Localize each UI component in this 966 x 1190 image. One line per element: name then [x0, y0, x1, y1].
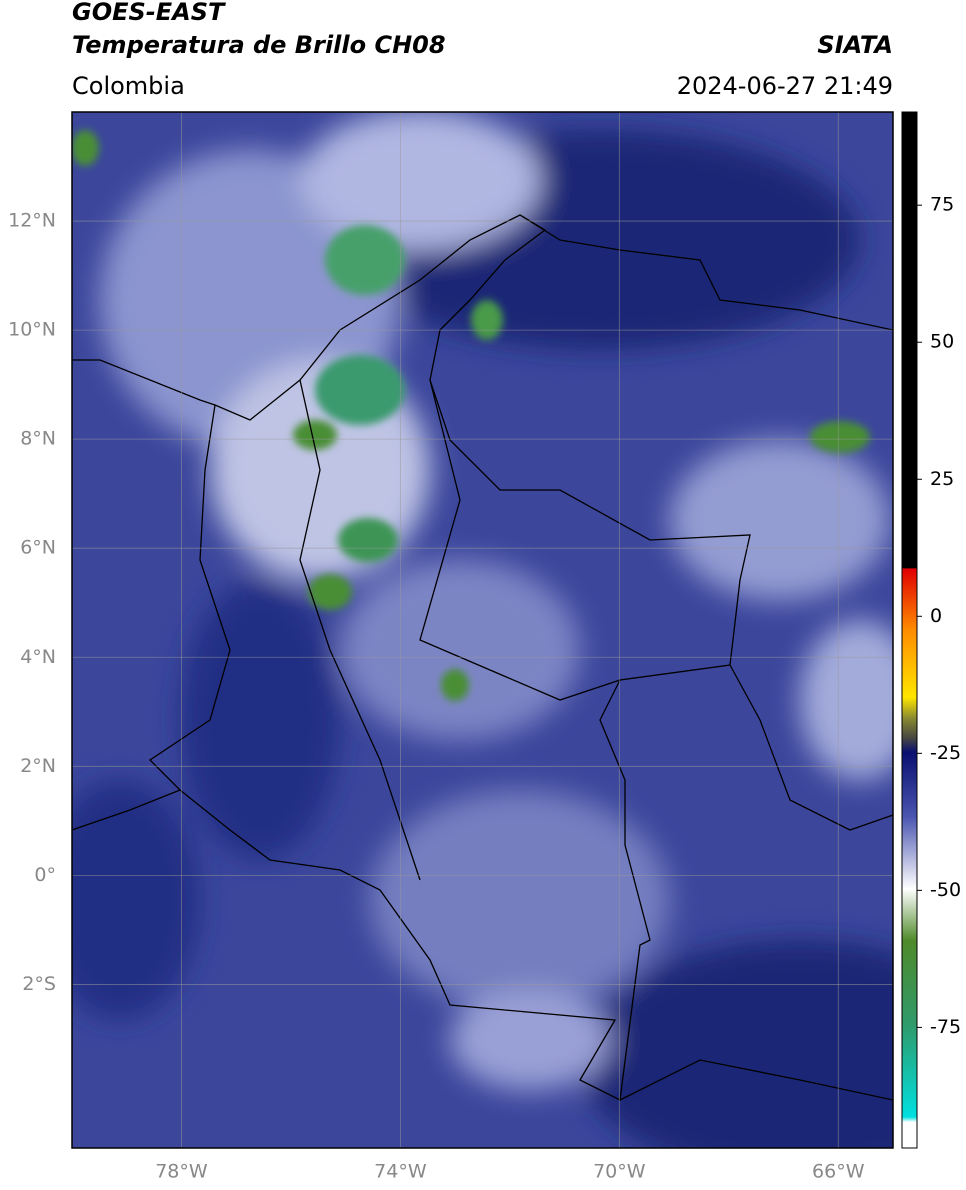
x-tick-label: 70°W	[593, 1161, 646, 1183]
colorbar-tick-label: 25	[930, 468, 954, 490]
title: GOES-EAST	[72, 0, 226, 26]
y-tick-label: 2°S	[22, 973, 56, 995]
subtitle: Temperatura de Brillo CH08	[72, 31, 446, 59]
y-tick-label: 4°N	[20, 646, 56, 668]
y-tick-label: 8°N	[20, 428, 56, 450]
timestamp: 2024-06-27 21:49	[677, 72, 893, 100]
colorbar-tick-label: 75	[930, 194, 954, 216]
source: SIATA	[817, 31, 893, 59]
x-tick-label: 66°W	[812, 1161, 865, 1183]
y-tick-label: 10°N	[8, 319, 56, 341]
colorbar-tick-label: -25	[930, 742, 961, 764]
x-tick-label: 74°W	[374, 1161, 427, 1183]
colorbar-tick-label: 50	[930, 331, 954, 353]
region: Colombia	[72, 72, 185, 100]
y-tick-label: 0°	[34, 864, 56, 886]
colorbar-tick-label: -50	[930, 879, 961, 901]
colorbar-tick-label: 0	[930, 605, 942, 627]
y-tick-label: 6°N	[20, 537, 56, 559]
x-tick-label: 78°W	[155, 1161, 208, 1183]
grid	[72, 112, 893, 1148]
y-tick-label: 12°N	[8, 210, 56, 232]
colorbar-tick-label: -75	[930, 1016, 961, 1038]
y-tick-label: 2°N	[20, 755, 56, 777]
map-frame	[71, 111, 894, 1149]
colorbar	[901, 111, 918, 1149]
satellite-image	[72, 112, 893, 1148]
